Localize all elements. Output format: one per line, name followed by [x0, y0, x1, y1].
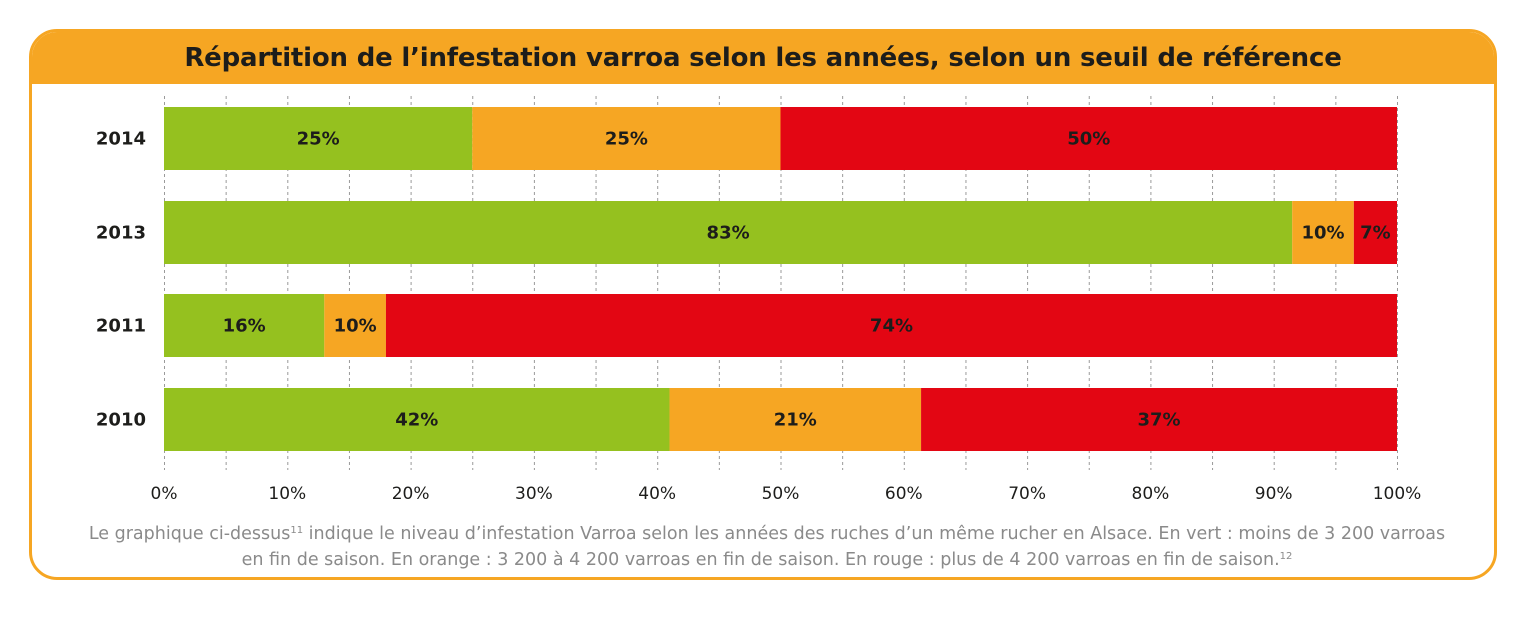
bar-label-2013-orange: 10%: [1301, 223, 1344, 244]
x-tick-label-0: 0%: [151, 484, 178, 504]
bar-2014-red: [780, 107, 1397, 170]
bar-2014-orange: [472, 107, 781, 170]
x-tick-label-90: 90%: [1255, 484, 1293, 504]
bar-label-2010-green: 42%: [395, 410, 438, 431]
bar-2013-red: [1353, 201, 1397, 264]
bar-label-2011-green: 16%: [223, 316, 266, 337]
bar-2010-orange: [669, 388, 922, 451]
caption-line1-end: indique le niveau d’infestation Varroa s…: [303, 524, 1446, 544]
bar-label-2011-orange: 10%: [334, 316, 377, 337]
title-bar: Répartition de l’infestation varroa selo…: [32, 32, 1494, 84]
bar-label-2010-orange: 21%: [774, 410, 817, 431]
bar-2014-green: [164, 107, 473, 170]
year-label-2010: 2010: [96, 410, 146, 431]
footnote-ref-12: 12: [1279, 551, 1293, 562]
x-tick-label-30: 30%: [515, 484, 553, 504]
x-tick-label-40: 40%: [638, 484, 676, 504]
caption-line1-start: Le graphique ci-dessus: [88, 524, 291, 544]
bar-2011-red: [385, 294, 1397, 357]
chart-caption: Le graphique ci-dessus11 indique le nive…: [32, 521, 1502, 573]
x-tick-label-10: 10%: [268, 484, 306, 504]
bar-label-2010-red: 37%: [1137, 410, 1180, 431]
bar-label-2014-green: 25%: [297, 129, 340, 150]
year-label-2013: 2013: [96, 223, 146, 244]
bar-2011-green: [164, 294, 325, 357]
x-tick-label-20: 20%: [392, 484, 430, 504]
x-tick-label-60: 60%: [885, 484, 923, 504]
bar-label-2014-orange: 25%: [605, 129, 648, 150]
bar-2010-red: [921, 388, 1397, 451]
caption-line2: en fin de saison. En orange : 3 200 à 4 …: [241, 550, 1280, 570]
bar-label-2011-red: 74%: [870, 316, 913, 337]
bar-2013-green: [164, 201, 1293, 264]
bar-2013-orange: [1292, 201, 1354, 264]
x-tick-label-70: 70%: [1008, 484, 1046, 504]
x-tick-label-80: 80%: [1132, 484, 1170, 504]
bar-label-2014-red: 50%: [1067, 129, 1110, 150]
bar-2011-orange: [324, 294, 386, 357]
x-tick-label-100: 100%: [1373, 484, 1422, 504]
bar-2010-green: [164, 388, 670, 451]
footnote-ref-11: 11: [290, 525, 304, 536]
x-tick-label-50: 50%: [762, 484, 800, 504]
year-label-2014: 2014: [96, 129, 146, 150]
year-label-2011: 2011: [96, 316, 146, 337]
bar-label-2013-red: 7%: [1360, 223, 1391, 244]
bar-label-2013-green: 83%: [707, 223, 750, 244]
chart-title: Répartition de l’infestation varroa selo…: [184, 43, 1342, 73]
